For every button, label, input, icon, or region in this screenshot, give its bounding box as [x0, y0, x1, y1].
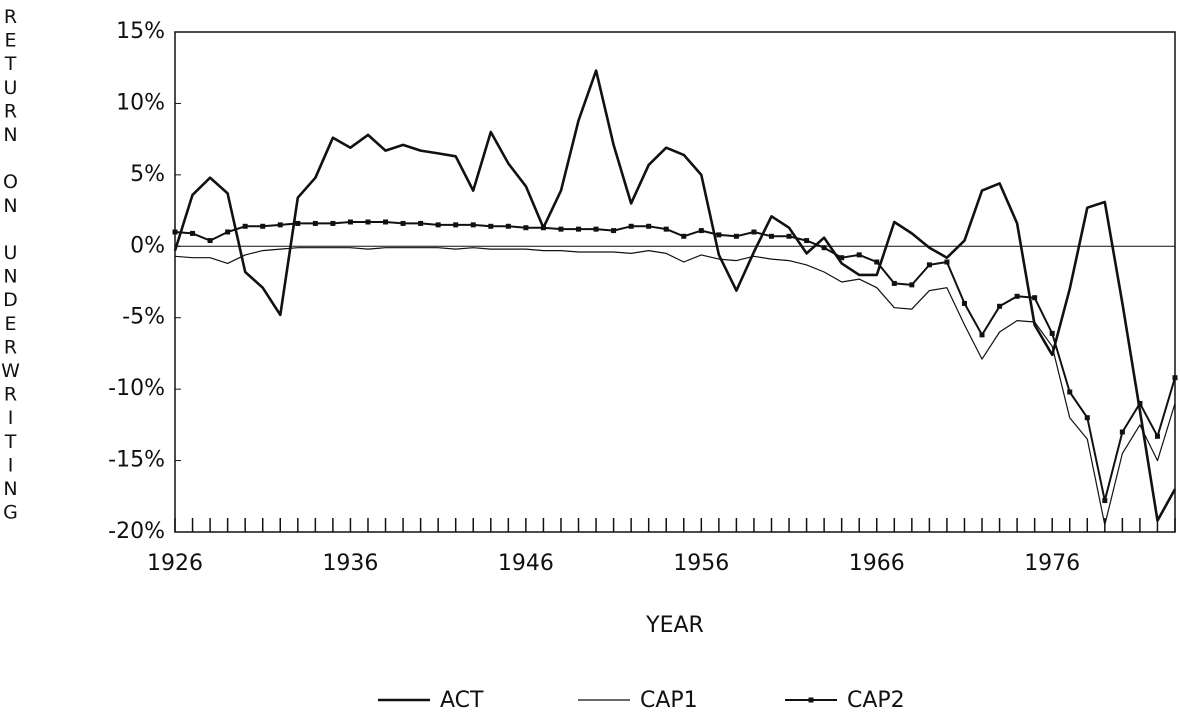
- series-marker: [874, 259, 880, 265]
- y-tick-label: 5%: [130, 162, 165, 187]
- y-tick-label: -15%: [108, 448, 165, 473]
- series-marker: [1049, 330, 1055, 336]
- series-marker: [435, 222, 441, 228]
- legend-label: ACT: [440, 688, 484, 713]
- series-marker: [1137, 400, 1143, 406]
- series-marker: [225, 229, 231, 235]
- series-marker: [593, 226, 599, 232]
- series-marker: [295, 220, 301, 226]
- x-tick-label: 1966: [849, 551, 905, 576]
- x-tick-label: 1946: [498, 551, 554, 576]
- legend-label: CAP1: [640, 688, 698, 713]
- series-marker: [260, 223, 266, 229]
- series-marker: [365, 219, 371, 225]
- series-marker: [979, 332, 985, 338]
- y-tick-label: 15%: [116, 19, 165, 44]
- series-marker: [207, 238, 213, 244]
- series-marker: [190, 230, 196, 236]
- series-marker: [926, 262, 932, 268]
- x-tick-label: 1976: [1024, 551, 1080, 576]
- series-marker: [1102, 498, 1108, 504]
- series-marker: [172, 229, 178, 235]
- series-marker: [277, 222, 283, 228]
- legend-marker: [808, 697, 814, 703]
- series-marker: [698, 228, 704, 234]
- series-marker: [1014, 293, 1020, 299]
- series-marker: [839, 255, 845, 261]
- series-marker: [400, 220, 406, 226]
- series-marker: [1119, 429, 1125, 435]
- series-marker: [891, 280, 897, 286]
- series-marker: [312, 220, 318, 226]
- y-tick-label: 10%: [116, 90, 165, 115]
- series-marker: [523, 225, 529, 231]
- series-marker: [330, 220, 336, 226]
- series-marker: [540, 225, 546, 231]
- series-marker: [383, 219, 389, 225]
- series-marker: [786, 233, 792, 239]
- x-tick-label: 1926: [147, 551, 203, 576]
- series-marker: [347, 219, 353, 225]
- series-marker: [733, 233, 739, 239]
- series-marker: [505, 223, 511, 229]
- y-tick-label: -10%: [108, 376, 165, 401]
- series-marker: [453, 222, 459, 228]
- series-marker: [751, 229, 757, 235]
- series-marker: [611, 228, 617, 234]
- y-axis-title: RETURN ON UNDERWRITING: [0, 6, 22, 525]
- series-marker: [821, 245, 827, 251]
- series-marker: [961, 300, 967, 306]
- series-marker: [944, 259, 950, 265]
- series-marker: [1172, 375, 1178, 381]
- series-marker: [997, 303, 1003, 309]
- series-marker: [576, 226, 582, 232]
- series-marker: [716, 232, 722, 238]
- series-marker: [856, 252, 862, 258]
- x-axis-title: YEAR: [645, 613, 704, 638]
- series-marker: [628, 223, 634, 229]
- series-marker: [488, 223, 494, 229]
- series-marker: [1032, 295, 1038, 301]
- series-marker: [768, 233, 774, 239]
- series-marker: [242, 223, 248, 229]
- plot-frame: [174, 31, 1176, 533]
- x-tick-label: 1936: [322, 551, 378, 576]
- series-marker: [681, 233, 687, 239]
- x-tick-label: 1956: [673, 551, 729, 576]
- y-tick-label: 0%: [130, 233, 165, 258]
- series-marker: [1084, 415, 1090, 421]
- y-tick-label: -20%: [108, 519, 165, 544]
- series-marker: [1067, 389, 1073, 395]
- series-marker: [1154, 433, 1160, 439]
- series-line: [174, 247, 1176, 526]
- legend-label: CAP2: [847, 688, 905, 713]
- series-marker: [558, 226, 564, 232]
- series-marker: [646, 223, 652, 229]
- series-line: [173, 69, 1177, 522]
- series-marker: [804, 238, 810, 244]
- y-tick-label: -5%: [122, 305, 165, 330]
- series-marker: [663, 226, 669, 232]
- series-line: [174, 221, 1176, 502]
- series-marker: [470, 222, 476, 228]
- series-marker: [909, 282, 915, 288]
- series-marker: [418, 220, 424, 226]
